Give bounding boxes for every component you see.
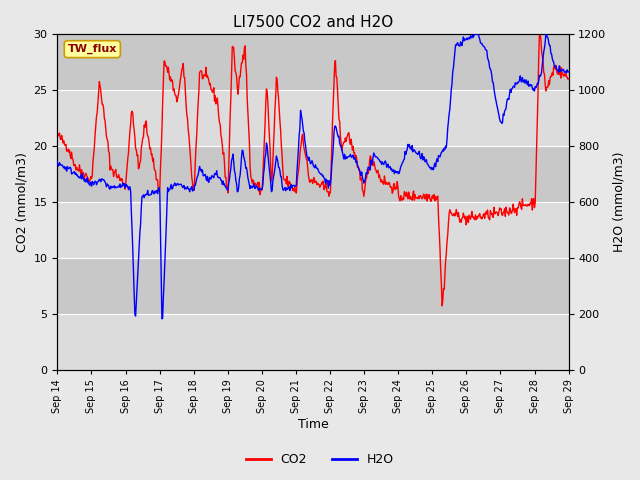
X-axis label: Time: Time [298,419,328,432]
Bar [58,258,568,314]
Y-axis label: H2O (mmol/m3): H2O (mmol/m3) [612,152,625,252]
Text: TW_flux: TW_flux [68,44,117,54]
Legend: CO2, H2O: CO2, H2O [241,448,399,471]
Bar [58,146,568,202]
Title: LI7500 CO2 and H2O: LI7500 CO2 and H2O [233,15,393,30]
Bar [58,202,568,258]
Bar [58,314,568,370]
Bar [58,34,568,90]
Bar [58,90,568,146]
Y-axis label: CO2 (mmol/m3): CO2 (mmol/m3) [15,152,28,252]
